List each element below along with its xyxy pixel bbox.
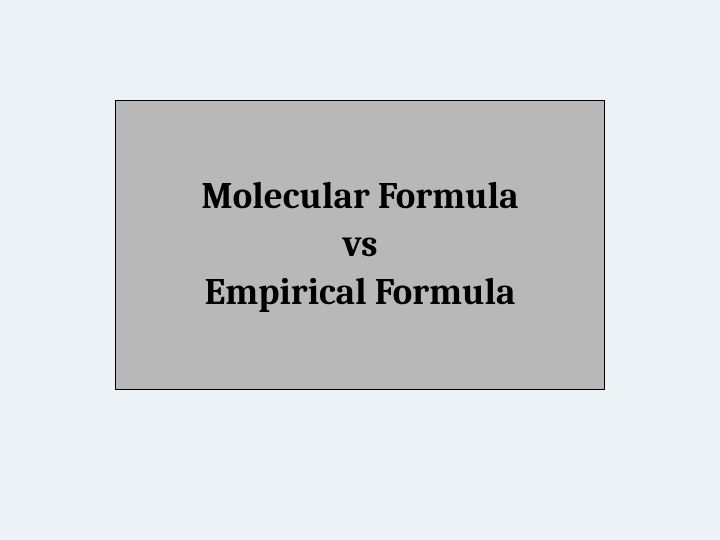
title-line-2: vs (342, 221, 377, 269)
title-box: Molecular Formula vs Empirical Formula (115, 100, 605, 390)
title-line-3: Empirical Formula (205, 269, 516, 317)
title-line-1: Molecular Formula (201, 173, 518, 221)
